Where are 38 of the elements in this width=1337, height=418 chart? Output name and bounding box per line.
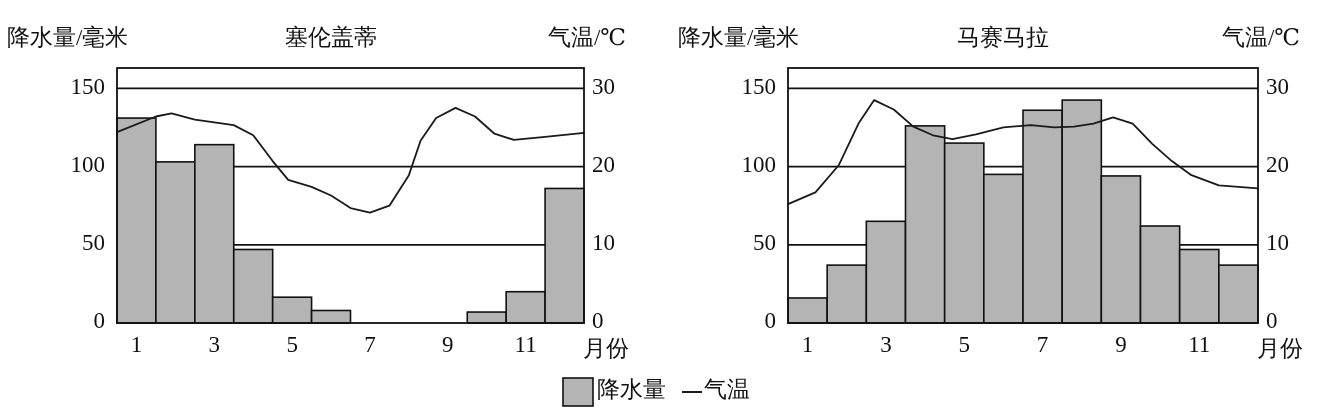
y-tick-label: 0: [764, 308, 776, 334]
y-tick-label: 150: [70, 73, 105, 99]
y-tick-label: 50: [82, 230, 105, 256]
x-axis-title: 月份: [583, 336, 629, 362]
x-tick-label: 5: [286, 332, 298, 358]
x-tick-label: 5: [958, 332, 970, 358]
x-tick-label: 1: [130, 332, 143, 358]
y2-tick-label: 0: [1266, 308, 1278, 334]
x-tick-label: 9: [442, 332, 454, 358]
y2-axis-title: 气温/℃: [1221, 25, 1300, 51]
y-tick-label: 0: [93, 308, 105, 334]
y-tick-label: 150: [741, 73, 776, 99]
y2-tick-label: 0: [592, 308, 604, 334]
y-axis-title: 降水量/毫米: [678, 25, 800, 51]
legend-label: 降水量: [597, 377, 666, 403]
y-axis-title: 降水量/毫米: [7, 25, 129, 51]
y2-tick-label: 20: [592, 151, 615, 177]
x-axis-title: 月份: [1257, 336, 1303, 362]
x-tick-label: 11: [514, 332, 537, 358]
y2-tick-label: 20: [1266, 151, 1289, 177]
y2-axis-title: 气温/℃: [547, 25, 626, 51]
y2-tick-label: 30: [1266, 73, 1289, 99]
y-tick-label: 50: [753, 230, 776, 256]
y-tick-label: 100: [70, 151, 105, 177]
y2-tick-label: 30: [592, 73, 615, 99]
y2-tick-label: 10: [592, 230, 615, 256]
x-tick-label: 3: [208, 332, 221, 358]
y2-tick-label: 10: [1266, 230, 1289, 256]
chart-title: 马赛马拉: [957, 25, 1049, 51]
x-tick-label: 11: [1188, 332, 1211, 358]
chart-title: 塞伦盖蒂: [284, 25, 377, 51]
y-tick-label: 100: [741, 151, 776, 177]
legend-label: 气温: [704, 377, 750, 403]
x-tick-label: 7: [1036, 332, 1049, 358]
x-tick-label: 1: [801, 332, 814, 358]
x-tick-label: 9: [1115, 332, 1127, 358]
x-tick-label: 3: [880, 332, 892, 358]
x-tick-label: 7: [364, 332, 376, 358]
